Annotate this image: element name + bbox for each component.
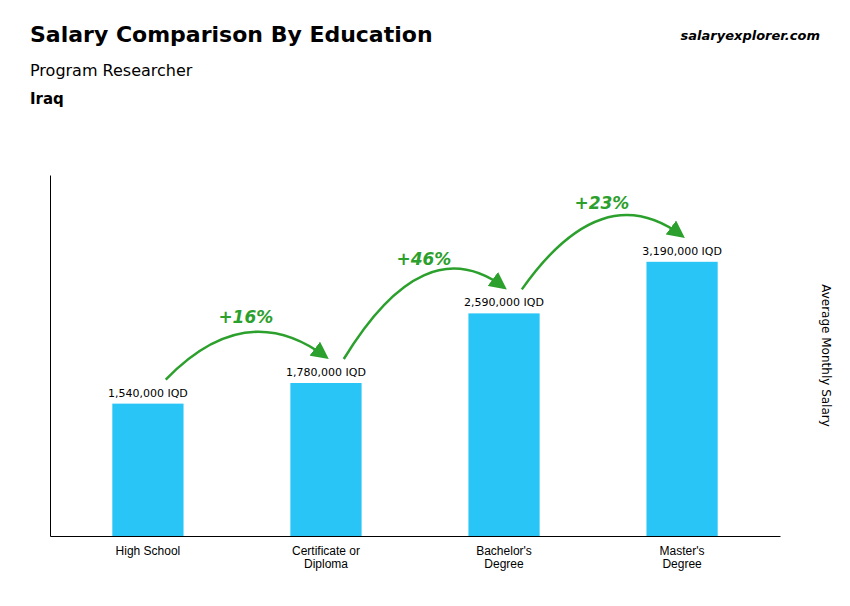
growth-label: +23% <box>574 193 629 213</box>
x-tick-label: Certificate orDiploma <box>292 544 360 572</box>
data-labels: 1,540,000 IQD 1,780,000 IQD 2,590,000 IQD 3… <box>108 245 722 400</box>
chart-container: Salary Comparison By Education Program Re… <box>0 0 850 606</box>
bars <box>112 262 717 536</box>
source: salaryexplorer.com <box>681 28 820 43</box>
bar <box>646 262 717 536</box>
x-axis: High School Certificate orDiploma Bachelor… <box>51 537 781 572</box>
data-label: 1,780,000 IQD <box>286 366 366 379</box>
x-tick: Certificate orDiploma <box>292 544 360 572</box>
x-tick-label-line: Degree <box>484 557 524 571</box>
x-tick-label-line: Diploma <box>304 557 348 571</box>
x-tick-label-line: Certificate or <box>292 544 360 558</box>
data-label: 2,590,000 IQD <box>464 296 544 309</box>
country: Iraq <box>30 90 64 108</box>
x-axis-line <box>51 536 781 537</box>
data-label: 1,540,000 IQD <box>108 387 188 400</box>
plot: High School Certificate orDiploma Bachelor… <box>51 176 781 572</box>
y-axis-line <box>50 176 51 537</box>
growth-arrows: +16% +46% +23% <box>166 193 682 379</box>
x-tick-label-line: Bachelor's <box>476 544 532 558</box>
x-tick-label: High School <box>116 544 181 558</box>
x-tick-label-line: Master's <box>660 544 705 558</box>
growth-arrow <box>166 332 326 380</box>
bar <box>468 313 539 536</box>
x-tick: High School <box>116 544 181 558</box>
subtitle: Program Researcher <box>30 61 193 80</box>
y-axis <box>50 176 51 537</box>
bar <box>290 383 361 536</box>
growth-label: +46% <box>396 249 451 269</box>
x-tick-label: Bachelor'sDegree <box>476 544 532 572</box>
x-tick: Master'sDegree <box>660 544 705 572</box>
x-tick-label: Master'sDegree <box>660 544 705 572</box>
x-tick-label-line: Degree <box>662 557 702 571</box>
title: Salary Comparison By Education <box>30 22 433 47</box>
growth-arrow <box>522 215 682 289</box>
x-tick: Bachelor'sDegree <box>476 544 532 572</box>
chart-svg: Salary Comparison By Education Program Re… <box>0 0 850 606</box>
data-label: 3,190,000 IQD <box>642 245 722 258</box>
growth-arrow <box>344 269 504 359</box>
x-tick-label-line: High School <box>116 544 181 558</box>
growth-label: +16% <box>218 307 273 327</box>
y-axis-title: Average Monthly Salary <box>819 284 833 427</box>
bar <box>112 404 183 536</box>
